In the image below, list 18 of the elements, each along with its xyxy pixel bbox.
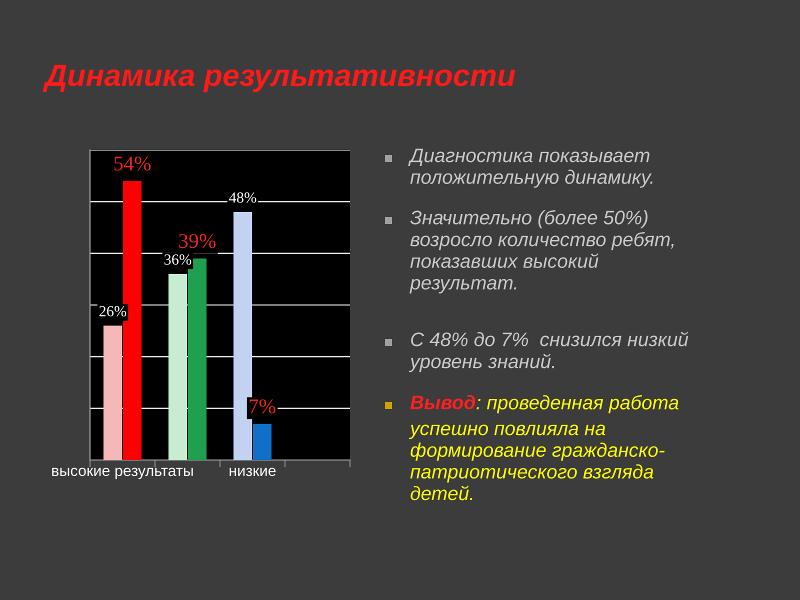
- bar: [252, 424, 272, 460]
- text: С 48% до 7% снизился низкий уровень знаний.: [408, 332, 688, 372]
- data-label: 39%: [179, 234, 216, 248]
- text: : проведенная работа: [476, 395, 678, 414]
- text: Диагностика показывает положительную динамику.: [408, 148, 652, 188]
- text: Значительно (более 50%) возросло количество ребят, показавших высокий результат.: [410, 210, 674, 294]
- bar: [103, 326, 122, 460]
- chart-title: Динамика результативности: [42, 64, 516, 92]
- text: успешно повлияла на формирование гражданско- патриотического взгляда детей.: [408, 424, 665, 500]
- data-label: 36%: [164, 254, 192, 265]
- data-label: 7%: [250, 399, 276, 414]
- x-tick-label: высокие результаты: [52, 468, 193, 480]
- bar: [168, 274, 188, 460]
- data-label: 26%: [99, 306, 126, 316]
- data-label: 48%: [229, 192, 256, 203]
- data-label: 54%: [114, 156, 151, 171]
- x-tick-label: низкие: [230, 468, 276, 476]
- text: Вывод: [410, 395, 476, 410]
